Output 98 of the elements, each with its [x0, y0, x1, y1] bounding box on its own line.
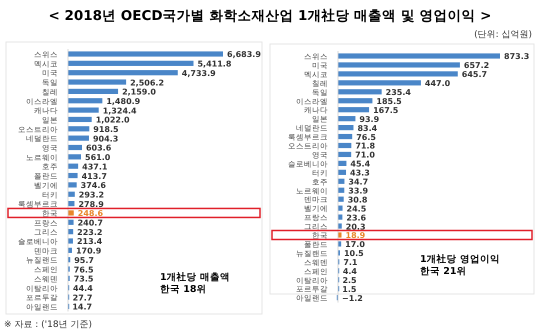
data-label: 10.5 — [344, 249, 364, 258]
bar — [68, 164, 78, 169]
data-label: 1,480.9 — [106, 96, 141, 106]
bar — [68, 126, 90, 132]
data-label: 23.6 — [346, 213, 367, 222]
data-label: 4.4 — [342, 267, 358, 276]
annotation: 1개社당 영업이익 한국 21위 — [420, 253, 500, 277]
data-label: 223.2 — [77, 228, 102, 237]
data-label: 1,324.4 — [102, 106, 138, 116]
bar — [68, 144, 82, 150]
data-label: 918.5 — [93, 125, 120, 134]
annotation: 1개社당 매출액 한국 18위 — [160, 271, 230, 295]
data-label: 657.2 — [464, 61, 490, 70]
data-label: 167.5 — [373, 106, 399, 115]
data-label: 5,411.8 — [198, 60, 232, 69]
bar — [338, 223, 342, 229]
bar — [68, 210, 74, 216]
text: ※ 자료 : ('18년 기준) — [4, 320, 92, 330]
text: < 2018년 OECD국가별 화학소재산업 1개社당 매출액 및 영업이익 > — [48, 8, 492, 24]
data-label: 185.5 — [376, 96, 402, 106]
bar — [68, 88, 118, 94]
data-label: 20.3 — [346, 222, 366, 232]
data-label: 293.2 — [78, 190, 104, 200]
bar — [68, 192, 75, 197]
bar — [68, 220, 74, 225]
data-label: −1.2 — [342, 294, 363, 303]
data-label: 14.7 — [72, 302, 92, 312]
bar — [338, 116, 356, 122]
bar — [338, 71, 458, 76]
chart-subtitle: (단위: 십억원) — [474, 30, 532, 40]
bar — [338, 80, 421, 86]
bar — [68, 108, 99, 113]
bar — [338, 160, 346, 166]
bar — [338, 53, 500, 59]
data-label: 30.8 — [348, 195, 368, 204]
data-label: 43.3 — [350, 168, 370, 178]
data-label: 278.9 — [78, 200, 104, 209]
data-label: 83.4 — [357, 124, 378, 133]
data-label: 873.3 — [504, 52, 530, 62]
data-label: 1.5 — [342, 284, 357, 294]
bar — [68, 172, 78, 178]
data-label: 27.7 — [72, 293, 92, 302]
data-label: 45.4 — [350, 160, 371, 169]
data-label: 7.1 — [343, 258, 358, 268]
bar — [68, 79, 126, 85]
data-label: 2.5 — [342, 276, 358, 285]
bar — [338, 89, 382, 94]
data-label: 73.5 — [74, 274, 94, 284]
bar — [68, 70, 178, 76]
bar — [68, 116, 92, 122]
bar — [338, 62, 460, 68]
data-label: 904.3 — [92, 134, 118, 144]
data-label: 447.0 — [424, 79, 451, 88]
bar — [68, 98, 102, 104]
bar — [338, 142, 352, 148]
bar — [68, 60, 194, 66]
data-label: 71.8 — [355, 142, 376, 151]
data-label: 18.9 — [346, 231, 366, 240]
bar — [68, 154, 82, 160]
data-label: 95.7 — [74, 256, 94, 265]
data-label: 374.6 — [80, 181, 106, 190]
data-label: 71.0 — [355, 150, 376, 160]
data-label: 44.4 — [73, 284, 94, 293]
bar — [338, 188, 344, 193]
data-label: 437.1 — [82, 162, 108, 172]
bar — [68, 229, 74, 234]
bar — [68, 136, 89, 141]
bar — [338, 125, 354, 130]
data-label: 1,022.0 — [96, 116, 130, 125]
bar — [338, 107, 370, 112]
data-label: 413.7 — [82, 172, 107, 181]
data-label: 34.7 — [348, 178, 368, 186]
data-label: 2,506.2 — [130, 78, 164, 88]
data-label: 2,159.0 — [122, 88, 156, 97]
bar — [338, 206, 343, 211]
data-label: 645.7 — [462, 70, 488, 80]
bar — [338, 178, 344, 184]
data-label: 561.0 — [85, 153, 111, 162]
bar — [338, 170, 346, 175]
bar — [338, 98, 372, 104]
bar — [338, 196, 344, 202]
data-label: 17.0 — [345, 240, 366, 250]
data-label: 213.4 — [76, 237, 103, 246]
data-label: 76.5 — [74, 265, 94, 274]
data-label: 93.9 — [359, 114, 380, 124]
bar — [338, 134, 352, 140]
bar — [68, 51, 223, 57]
bar — [338, 152, 352, 158]
data-label: 4,733.9 — [182, 68, 216, 78]
data-label: 24.5 — [346, 204, 367, 214]
data-label: 6,683.9 — [227, 50, 262, 60]
data-label: 248.6 — [78, 209, 104, 218]
data-label: 603.6 — [86, 144, 112, 153]
data-label: 240.7 — [78, 218, 103, 228]
data-label: 235.4 — [386, 88, 412, 97]
data-label: 33.9 — [348, 186, 368, 196]
data-label: 76.5 — [356, 132, 376, 142]
data-label: 170.9 — [76, 246, 102, 256]
